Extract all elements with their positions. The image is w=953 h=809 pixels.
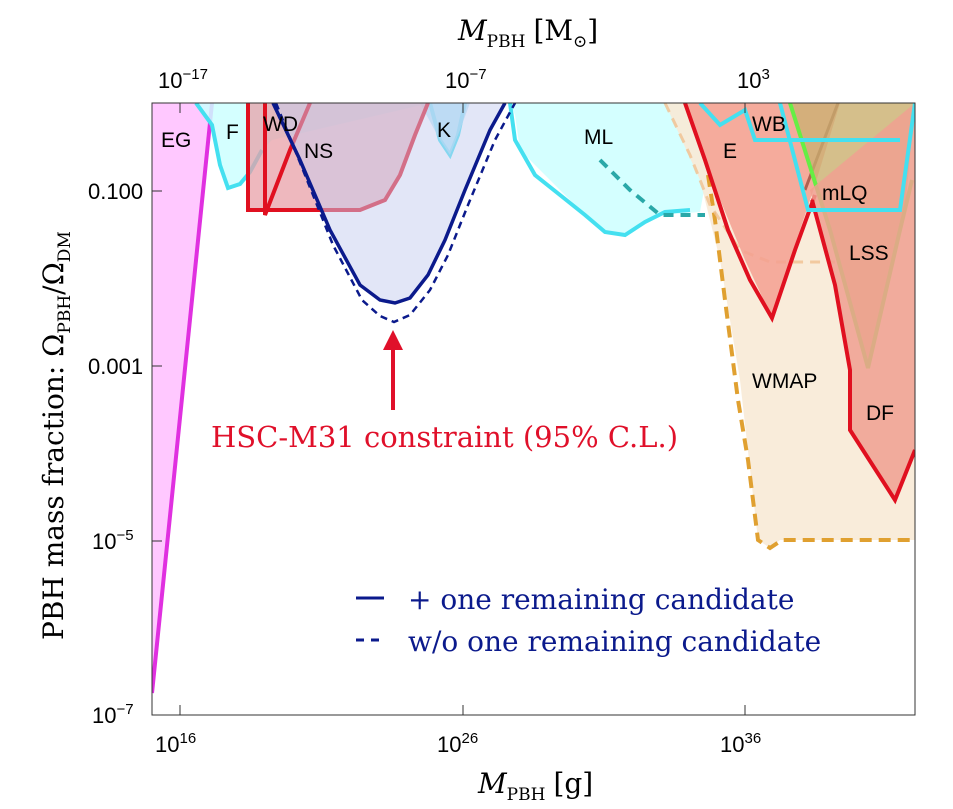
x-tick-1: 1016 [155,730,196,757]
label-wmap: WMAP [752,370,817,393]
region-ml-boundary [508,103,691,238]
label-e: E [723,140,737,163]
hsc-annotation-arrow [383,330,403,410]
label-lss: LSS [849,242,889,265]
x2-tick-1: 10−17 [158,66,208,93]
series-with-candidate [271,103,507,305]
region-df-boundary [810,199,915,505]
series-without-candidate [274,103,517,324]
x-tick-3: 1036 [720,730,761,757]
label-ns: NS [304,140,333,163]
x-axis-title: MPBH [g] [477,767,593,805]
label-mlq: mLQ [822,182,868,205]
label-wb: WB [752,113,786,136]
label-ml: ML [584,126,613,149]
region-ml-dashed [598,158,705,217]
y-axis-title: PBH mass fraction: ΩPBH/ΩDM [37,231,75,640]
x2-tick-2: 10−7 [445,66,487,93]
x2-axis-title: MPBH [M⊙] [457,14,598,52]
y-tick-4: 10−7 [92,701,134,728]
x2-tick-3: 103 [737,66,770,93]
plot-frame [151,102,916,716]
region-hsc [273,103,505,303]
legend-dashed-label: w/o one remaining candidate [408,625,821,658]
region-eg-boundary [152,103,214,694]
y-tick-2: 0.001 [88,354,143,379]
label-f: F [226,121,239,144]
y-axis-ticks [152,190,162,542]
legend-solid-label: + one remaining candidate [408,583,794,616]
region-e [685,103,840,318]
x-axis-ticks [179,103,746,715]
x-tick-2: 1026 [437,730,478,757]
label-df: DF [866,402,894,425]
region-mlq-boundary [778,103,915,212]
hsc-annotation-text: HSC-M31 constraint (95% C.L.) [211,420,678,454]
y-tick-1: 0.100 [88,179,143,204]
region-e-boundary [683,103,817,323]
y-tick-3: 10−5 [92,527,134,554]
region-wmap-boundary [706,174,915,551]
label-wd: WD [263,113,298,136]
legend: + one remaining candidate w/o one remain… [356,583,821,658]
label-eg: EG [161,129,191,152]
region-df [810,103,915,500]
region-cyan-fml [196,103,720,235]
label-k: K [437,119,451,142]
